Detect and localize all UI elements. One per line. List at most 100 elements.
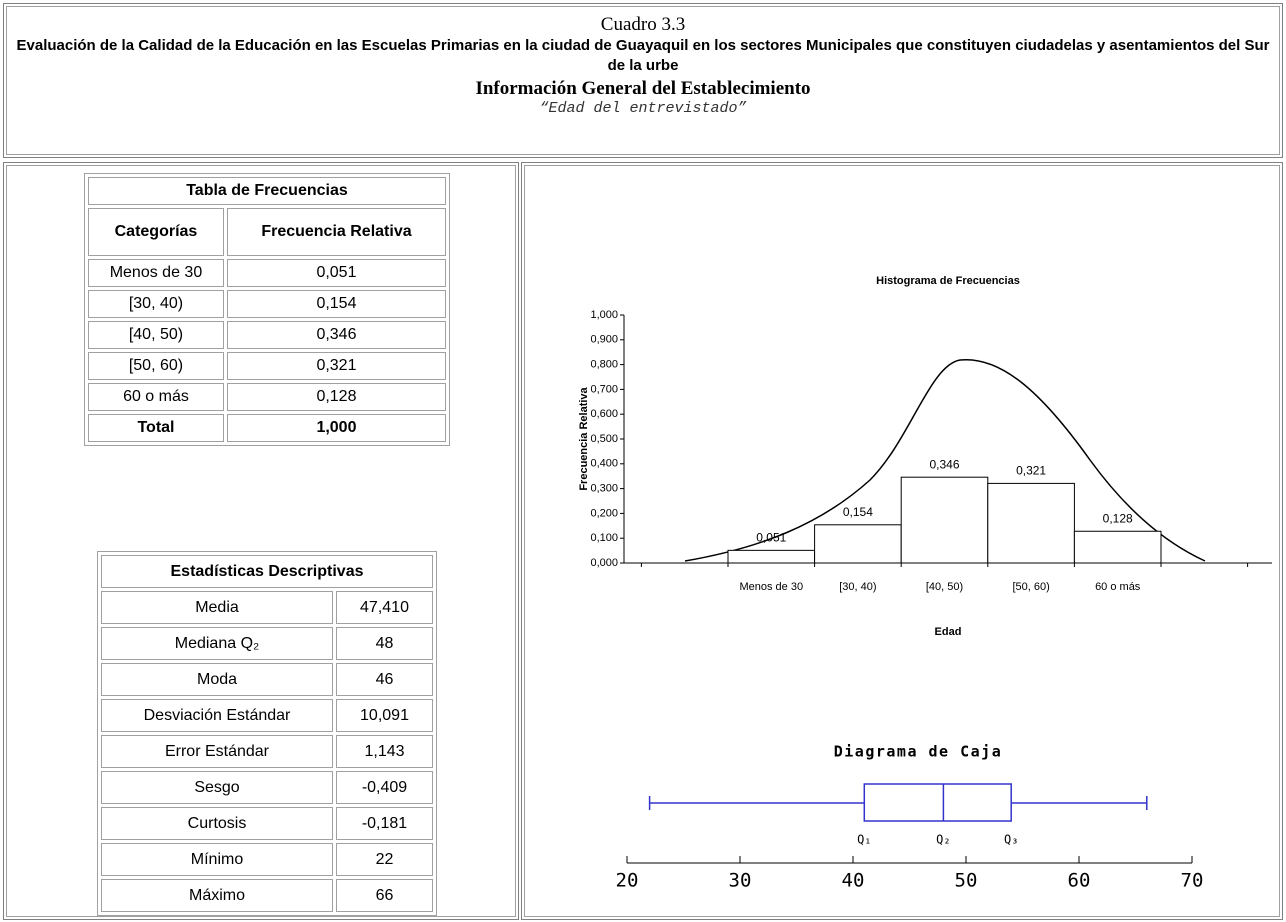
quartile-label: Q₃ — [1004, 833, 1018, 847]
header-title: Evaluación de la Calidad de la Educación… — [16, 37, 1270, 74]
y-tick-label: 0,700 — [590, 383, 618, 395]
bar — [727, 549, 816, 564]
x-tick-label: 60 — [1068, 870, 1091, 892]
cell: -0,409 — [336, 771, 433, 804]
cell: [30, 40) — [88, 290, 224, 318]
header: Cuadro 3.3 Evaluación de la Calidad de l… — [3, 3, 1283, 158]
x-tick-label: [50, 60) — [1012, 581, 1049, 593]
row: Sesgo -0,409 — [101, 771, 433, 804]
y-tick-label: 0,600 — [590, 408, 618, 420]
chart-title: Histograma de Frecuencias — [876, 275, 1020, 287]
row: Moda 46 — [101, 663, 433, 696]
row: Menos de 30 0,051 — [88, 259, 446, 287]
cell: 1,143 — [336, 735, 433, 768]
cell: 10,091 — [336, 699, 433, 732]
x-tick-label: [30, 40) — [839, 581, 876, 593]
cell: 48 — [336, 627, 433, 660]
total-cell: Total — [88, 414, 224, 442]
x-tick-label: 60 o más — [1095, 581, 1141, 593]
quartile-label: Q₂ — [936, 833, 950, 847]
y-tick-label: 0,800 — [590, 359, 618, 371]
cell: [50, 60) — [88, 352, 224, 380]
value-label: 0,051 — [756, 531, 786, 545]
cell: Máximo — [101, 879, 333, 912]
box — [863, 783, 1012, 822]
x-axis-label: Edad — [935, 626, 962, 638]
title-row: Estadísticas Descriptivas — [101, 555, 433, 588]
total-cell: 1,000 — [226, 414, 446, 442]
cell: 0,321 — [226, 352, 446, 380]
row: Error Estándar 1,143 — [101, 735, 433, 768]
quartile-label: Q₁ — [857, 833, 871, 847]
column-header: Categorías — [88, 208, 224, 256]
cell: Moda — [101, 663, 333, 696]
y-tick-label: 0,900 — [590, 334, 618, 346]
cell: Error Estándar — [101, 735, 333, 768]
cell: 0,128 — [226, 383, 446, 411]
cell: 22 — [336, 843, 433, 876]
bar — [987, 482, 1075, 564]
cell: 60 o más — [88, 383, 224, 411]
row: Curtosis -0,181 — [101, 807, 433, 840]
bar — [900, 476, 989, 564]
bar — [1073, 530, 1162, 564]
right-panel — [521, 162, 1283, 920]
cell: 0,154 — [226, 290, 446, 318]
table-title: Estadísticas Descriptivas — [101, 555, 433, 588]
x-tick-label: 50 — [955, 870, 978, 892]
y-tick-label: 0,000 — [590, 557, 618, 569]
total-row: Total 1,000 — [88, 414, 446, 442]
stats-table: Estadísticas Descriptivas Media 47,410 Medi… — [97, 551, 437, 916]
header-subtitle: Información General del Establecimiento — [475, 78, 811, 99]
header-row: Categorías Frecuencia Relativa — [88, 208, 446, 256]
x-tick-label: Menos de 30 — [739, 581, 803, 593]
cell: Menos de 30 — [88, 259, 224, 287]
header-label: Cuadro 3.3 — [600, 14, 686, 35]
value-label: 0,321 — [1016, 464, 1046, 478]
frequency-table: Tabla de Frecuencias Categorías Frecuencia… — [84, 173, 450, 446]
row: Mínimo 22 — [101, 843, 433, 876]
cell: 66 — [336, 879, 433, 912]
row: 60 o más 0,128 — [88, 383, 446, 411]
cell: 46 — [336, 663, 433, 696]
fit-curve — [684, 358, 1206, 562]
row: [50, 60) 0,321 — [88, 352, 446, 380]
cell: Curtosis — [101, 807, 333, 840]
column-header: Frecuencia Relativa — [226, 208, 446, 256]
x-tick-label: 70 — [1181, 870, 1204, 892]
cell: Mediana Q₂ — [101, 627, 333, 660]
x-tick-label: 40 — [842, 870, 865, 892]
row: Mediana Q₂ 48 — [101, 627, 433, 660]
chart-title: Diagrama de Caja — [834, 743, 1003, 761]
row: [40, 50) 0,346 — [88, 321, 446, 349]
cell: 47,410 — [336, 591, 433, 624]
y-tick-label: 0,200 — [590, 507, 618, 519]
value-label: 0,154 — [843, 505, 873, 519]
row: Desviación Estándar 10,091 — [101, 699, 433, 732]
table-title: Tabla de Frecuencias — [88, 177, 446, 205]
title-row: Tabla de Frecuencias — [88, 177, 446, 205]
left-panel: Tabla de Frecuencias Categorías Frecuencia… — [3, 162, 519, 920]
row: Máximo 66 — [101, 879, 433, 912]
cell: [40, 50) — [88, 321, 224, 349]
y-axis-label: Frecuencia Relativa — [578, 386, 590, 490]
x-tick-label: 30 — [729, 870, 752, 892]
y-tick-label: 0,500 — [590, 433, 618, 445]
cell: 0,346 — [226, 321, 446, 349]
cell: Desviación Estándar — [101, 699, 333, 732]
cell: Sesgo — [101, 771, 333, 804]
cell: 0,051 — [226, 259, 446, 287]
row: [30, 40) 0,154 — [88, 290, 446, 318]
y-tick-label: 1,000 — [590, 309, 618, 321]
bar — [814, 524, 902, 564]
value-label: 0,346 — [929, 457, 959, 471]
y-tick-label: 0,400 — [590, 458, 618, 470]
cell: -0,181 — [336, 807, 433, 840]
x-tick-label: [40, 50) — [926, 581, 963, 593]
value-label: 0,128 — [1103, 511, 1133, 525]
y-tick-label: 0,100 — [590, 532, 618, 544]
cell: Media — [101, 591, 333, 624]
row: Media 47,410 — [101, 591, 433, 624]
